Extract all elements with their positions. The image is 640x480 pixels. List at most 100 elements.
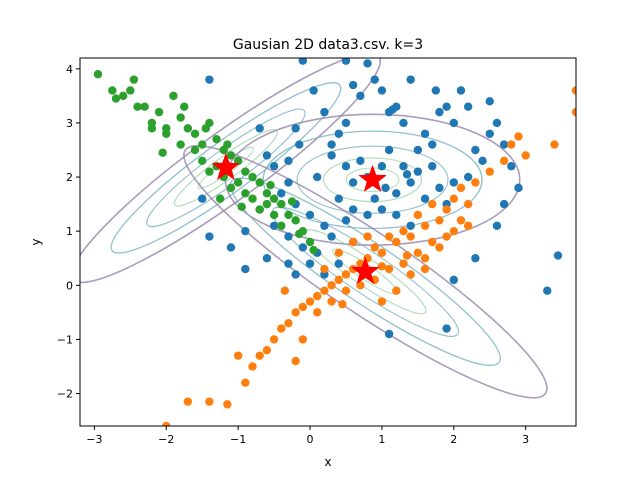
data-point [399, 162, 408, 171]
data-point [399, 259, 408, 268]
data-point [341, 118, 351, 128]
data-point [298, 58, 308, 65]
y-axis-ticks: −2 −1 0 1 2 3 4 [57, 63, 80, 401]
data-point [571, 107, 576, 117]
data-point [241, 264, 250, 274]
data-point [413, 145, 423, 155]
x-tick-label: 2 [450, 433, 457, 446]
data-point [284, 178, 293, 187]
data-point [327, 140, 336, 149]
data-point [277, 199, 286, 209]
data-point [205, 397, 214, 406]
data-point [402, 170, 412, 179]
data-point [463, 172, 473, 182]
data-point [241, 167, 250, 176]
y-tick-label: 4 [66, 63, 73, 76]
data-point [420, 221, 430, 230]
data-point [449, 118, 458, 128]
data-point [363, 59, 372, 68]
data-point [334, 248, 343, 258]
data-point [262, 254, 272, 263]
data-point [363, 232, 372, 241]
scatter-points [80, 58, 576, 426]
y-tick-label: 1 [66, 225, 73, 238]
data-point [377, 297, 387, 306]
data-point [392, 286, 401, 295]
data-point [521, 151, 530, 160]
data-point [284, 210, 293, 220]
data-point [334, 194, 343, 203]
cluster-center-star [351, 256, 380, 284]
data-point [169, 91, 178, 101]
data-point [313, 291, 322, 301]
data-point [553, 251, 563, 260]
data-point [129, 75, 139, 84]
data-point [284, 232, 293, 241]
data-point [226, 151, 236, 160]
x-tick-label: −1 [230, 433, 246, 446]
data-point [449, 275, 458, 285]
x-tick-label: −2 [158, 433, 174, 446]
data-point [420, 194, 430, 203]
y-tick-label: 2 [66, 171, 73, 184]
data-point [370, 243, 379, 252]
data-point [381, 183, 390, 193]
x-tick-label: 1 [378, 433, 385, 446]
data-point [492, 221, 502, 230]
data-point [226, 243, 236, 252]
data-point [327, 232, 336, 241]
data-point [215, 194, 225, 203]
data-point [478, 156, 487, 166]
data-point [269, 162, 279, 171]
data-point [348, 178, 358, 187]
data-point [499, 199, 509, 209]
data-point [507, 162, 516, 171]
data-point [320, 286, 329, 295]
data-point [126, 86, 135, 95]
data-point [435, 183, 444, 193]
data-point [449, 194, 458, 203]
data-point [442, 232, 451, 241]
data-point [341, 162, 351, 171]
data-point [435, 243, 444, 252]
data-point [291, 124, 300, 133]
data-point [507, 140, 516, 149]
data-point [269, 210, 279, 220]
data-point [327, 151, 336, 160]
data-point [550, 140, 559, 149]
data-point [320, 221, 329, 230]
data-point [223, 400, 232, 409]
data-point [399, 118, 408, 128]
data-point [356, 281, 365, 290]
x-tick-label: −3 [86, 433, 102, 446]
data-point [428, 140, 437, 149]
data-point [442, 205, 451, 214]
data-point [298, 243, 308, 252]
data-point [190, 145, 200, 155]
data-point [485, 97, 494, 106]
data-point [118, 91, 128, 101]
data-point [341, 216, 351, 225]
data-point [471, 145, 480, 155]
data-point [370, 194, 379, 203]
data-point [442, 324, 451, 333]
data-point [320, 107, 329, 117]
data-point [233, 351, 243, 360]
x-axis-ticks: −3 −2 −1 0 1 2 3 [86, 426, 529, 446]
data-point [377, 262, 387, 271]
data-point [162, 421, 171, 426]
data-point [485, 167, 494, 176]
data-point [499, 140, 509, 149]
data-point [198, 140, 207, 149]
data-point [431, 86, 441, 95]
chart-title: Gausian 2D data3.csv. k=3 [233, 37, 423, 53]
data-point [284, 318, 293, 328]
data-point [111, 94, 121, 103]
data-point [93, 70, 103, 79]
data-point [406, 270, 415, 279]
x-tick-label: 3 [522, 433, 529, 446]
x-axis-label: x [324, 455, 331, 469]
data-point [356, 91, 365, 101]
data-point [384, 145, 394, 155]
